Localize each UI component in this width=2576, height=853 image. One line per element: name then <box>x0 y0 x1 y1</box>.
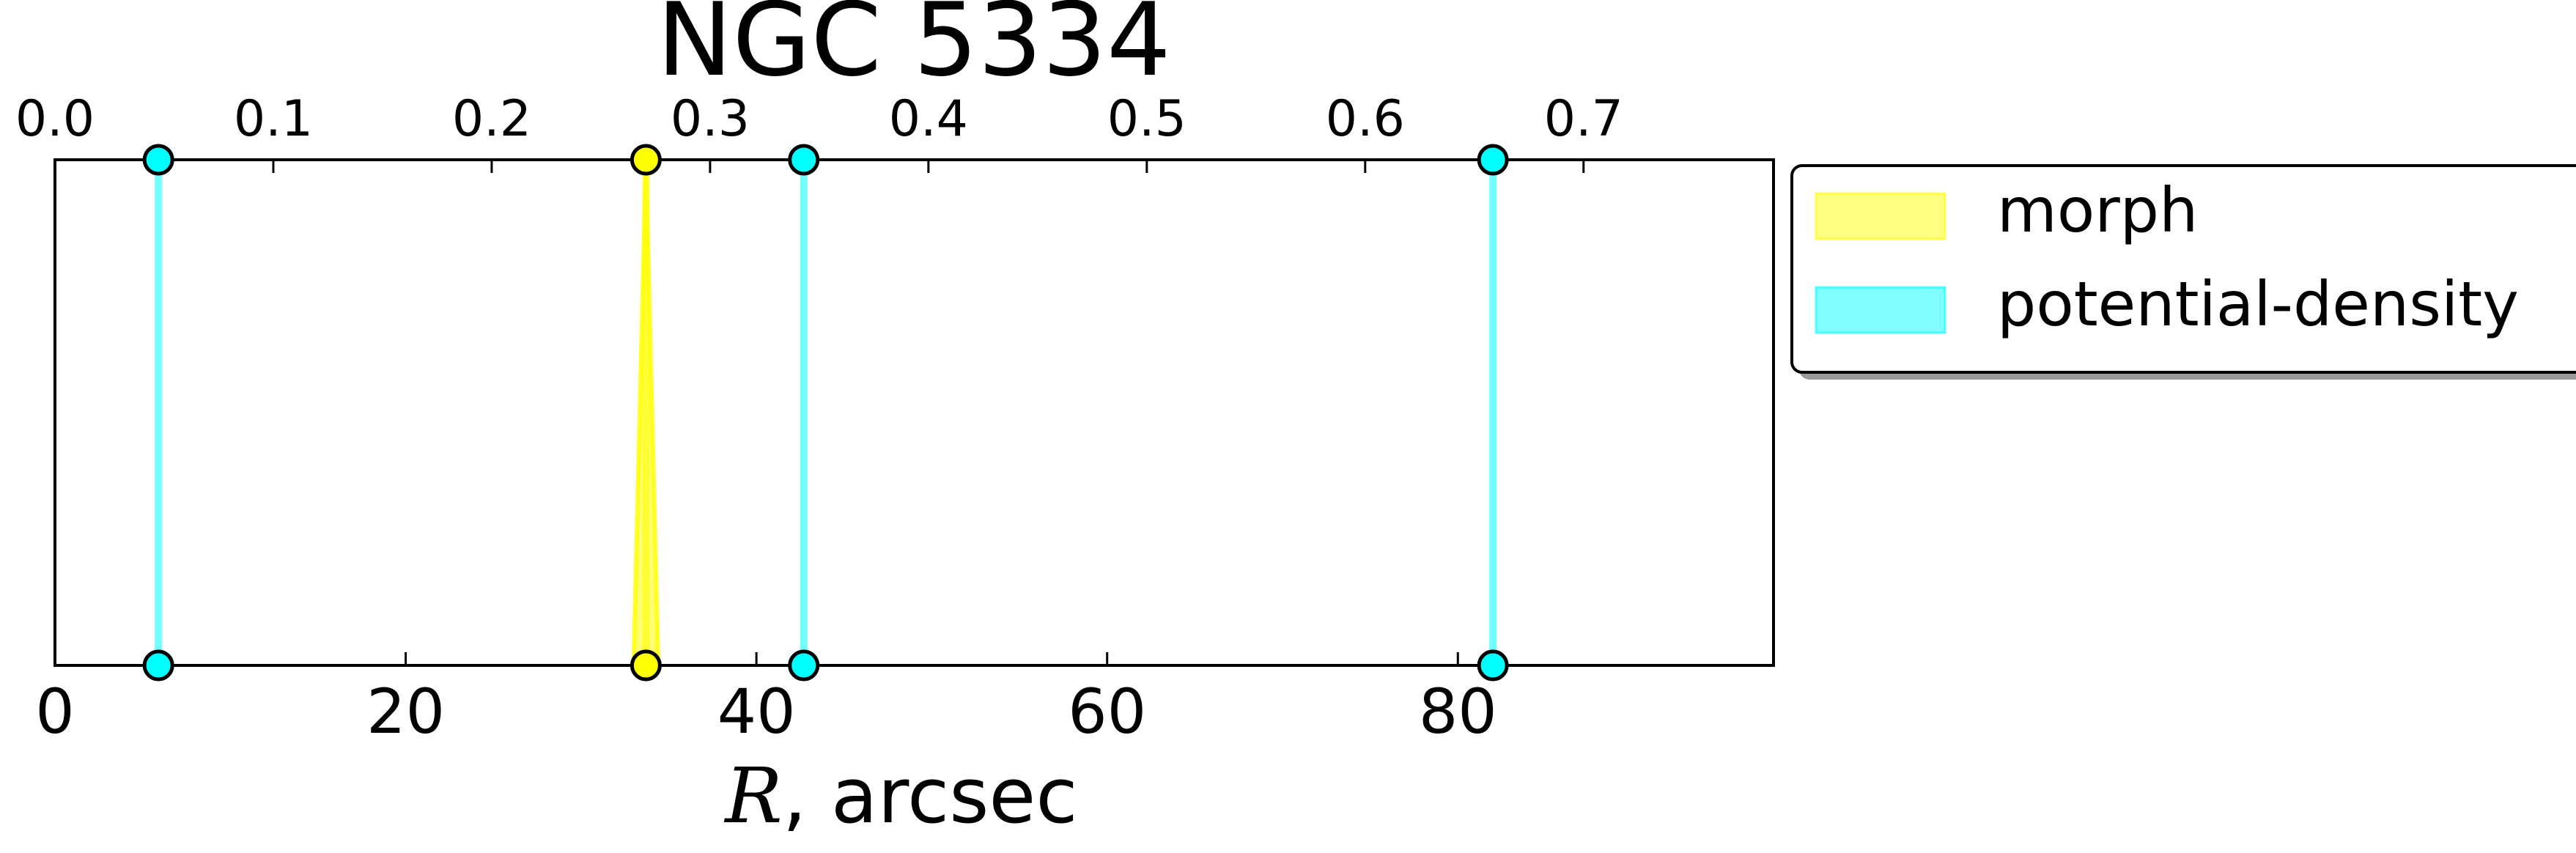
series-potential-density-marker-top-1 <box>788 144 820 176</box>
series-potential-density-marker-top-2 <box>1477 144 1509 176</box>
top-x-tick-label-6: 0.6 <box>1326 90 1405 148</box>
top-x-tick-label-3: 0.3 <box>671 90 750 148</box>
top-x-tick-label-2: 0.2 <box>452 90 531 148</box>
x-tick-label-3: 60 <box>1068 676 1146 747</box>
x-axis-label-variable: R <box>723 751 782 841</box>
x-tick-label-1: 20 <box>366 676 445 747</box>
legend-label-morph: morph <box>1997 174 2198 246</box>
x-axis-label-unit: , arcsec <box>783 751 1078 841</box>
series-potential-density-marker-bottom-0 <box>142 649 174 682</box>
x-tick-label-2: 40 <box>717 676 796 747</box>
series-potential-density-marker-top-0 <box>142 144 174 176</box>
legend-box <box>1790 164 2576 374</box>
series-layer <box>142 144 1509 682</box>
chart-title: NGC 5334 <box>657 0 1171 99</box>
legend-swatch-potential-density <box>1815 286 1946 334</box>
top-x-tick-label-7: 0.7 <box>1544 90 1623 148</box>
top-x-tick-label-4: 0.4 <box>889 90 968 148</box>
legend-swatch-morph <box>1815 192 1946 240</box>
series-morph-marker-top-0 <box>630 144 662 176</box>
x-tick-label-4: 80 <box>1419 676 1497 747</box>
bottom-x-axis: 0 20 40 60 80 <box>35 652 1497 747</box>
top-x-tick-label-0: 0.0 <box>15 90 95 148</box>
legend-label-potential-density: potential-density <box>1997 268 2519 340</box>
top-x-axis: 0.0 0.1 0.2 0.3 0.4 0.5 0.6 0.7 <box>15 90 1623 173</box>
plot-area <box>53 158 1775 667</box>
series-potential-density-marker-bottom-1 <box>788 649 820 682</box>
x-tick-label-0: 0 <box>35 676 74 747</box>
series-morph-marker-bottom-0 <box>630 649 662 682</box>
top-x-tick-label-5: 0.5 <box>1107 90 1186 148</box>
series-potential-density-marker-bottom-2 <box>1477 649 1509 682</box>
legend: morph potential-density <box>1790 164 2576 380</box>
top-x-tick-label-1: 0.1 <box>234 90 313 148</box>
x-axis-label: R, arcsec <box>723 751 1077 841</box>
